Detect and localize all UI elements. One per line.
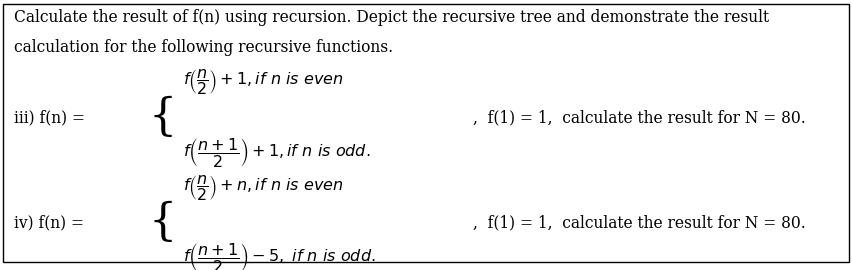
Text: {: {	[149, 96, 177, 139]
Text: $f\left(\dfrac{n}{2}\right) + n, if\ n\ is\ even$: $f\left(\dfrac{n}{2}\right) + n, if\ n\ …	[183, 173, 344, 203]
Text: ,  f(1) = 1,  calculate the result for N = 80.: , f(1) = 1, calculate the result for N =…	[473, 109, 806, 126]
Text: {: {	[149, 201, 177, 244]
Text: $f\left(\dfrac{n+1}{2}\right) - 5,\ if\ n\ is\ odd.$: $f\left(\dfrac{n+1}{2}\right) - 5,\ if\ …	[183, 241, 376, 270]
Text: iii) f(n) =: iii) f(n) =	[14, 109, 84, 126]
Text: ,  f(1) = 1,  calculate the result for N = 80.: , f(1) = 1, calculate the result for N =…	[473, 214, 806, 231]
Text: $f\left(\dfrac{n+1}{2}\right) + 1, if\ n\ is\ odd.$: $f\left(\dfrac{n+1}{2}\right) + 1, if\ n…	[183, 136, 371, 169]
Text: Calculate the result of f(n) using recursion. Depict the recursive tree and demo: Calculate the result of f(n) using recur…	[14, 9, 769, 26]
Text: calculation for the following recursive functions.: calculation for the following recursive …	[14, 39, 393, 56]
Text: iv) f(n) =: iv) f(n) =	[14, 214, 83, 231]
Text: $f\left(\dfrac{n}{2}\right) + 1, if\ n\ is\ even$: $f\left(\dfrac{n}{2}\right) + 1, if\ n\ …	[183, 67, 344, 97]
